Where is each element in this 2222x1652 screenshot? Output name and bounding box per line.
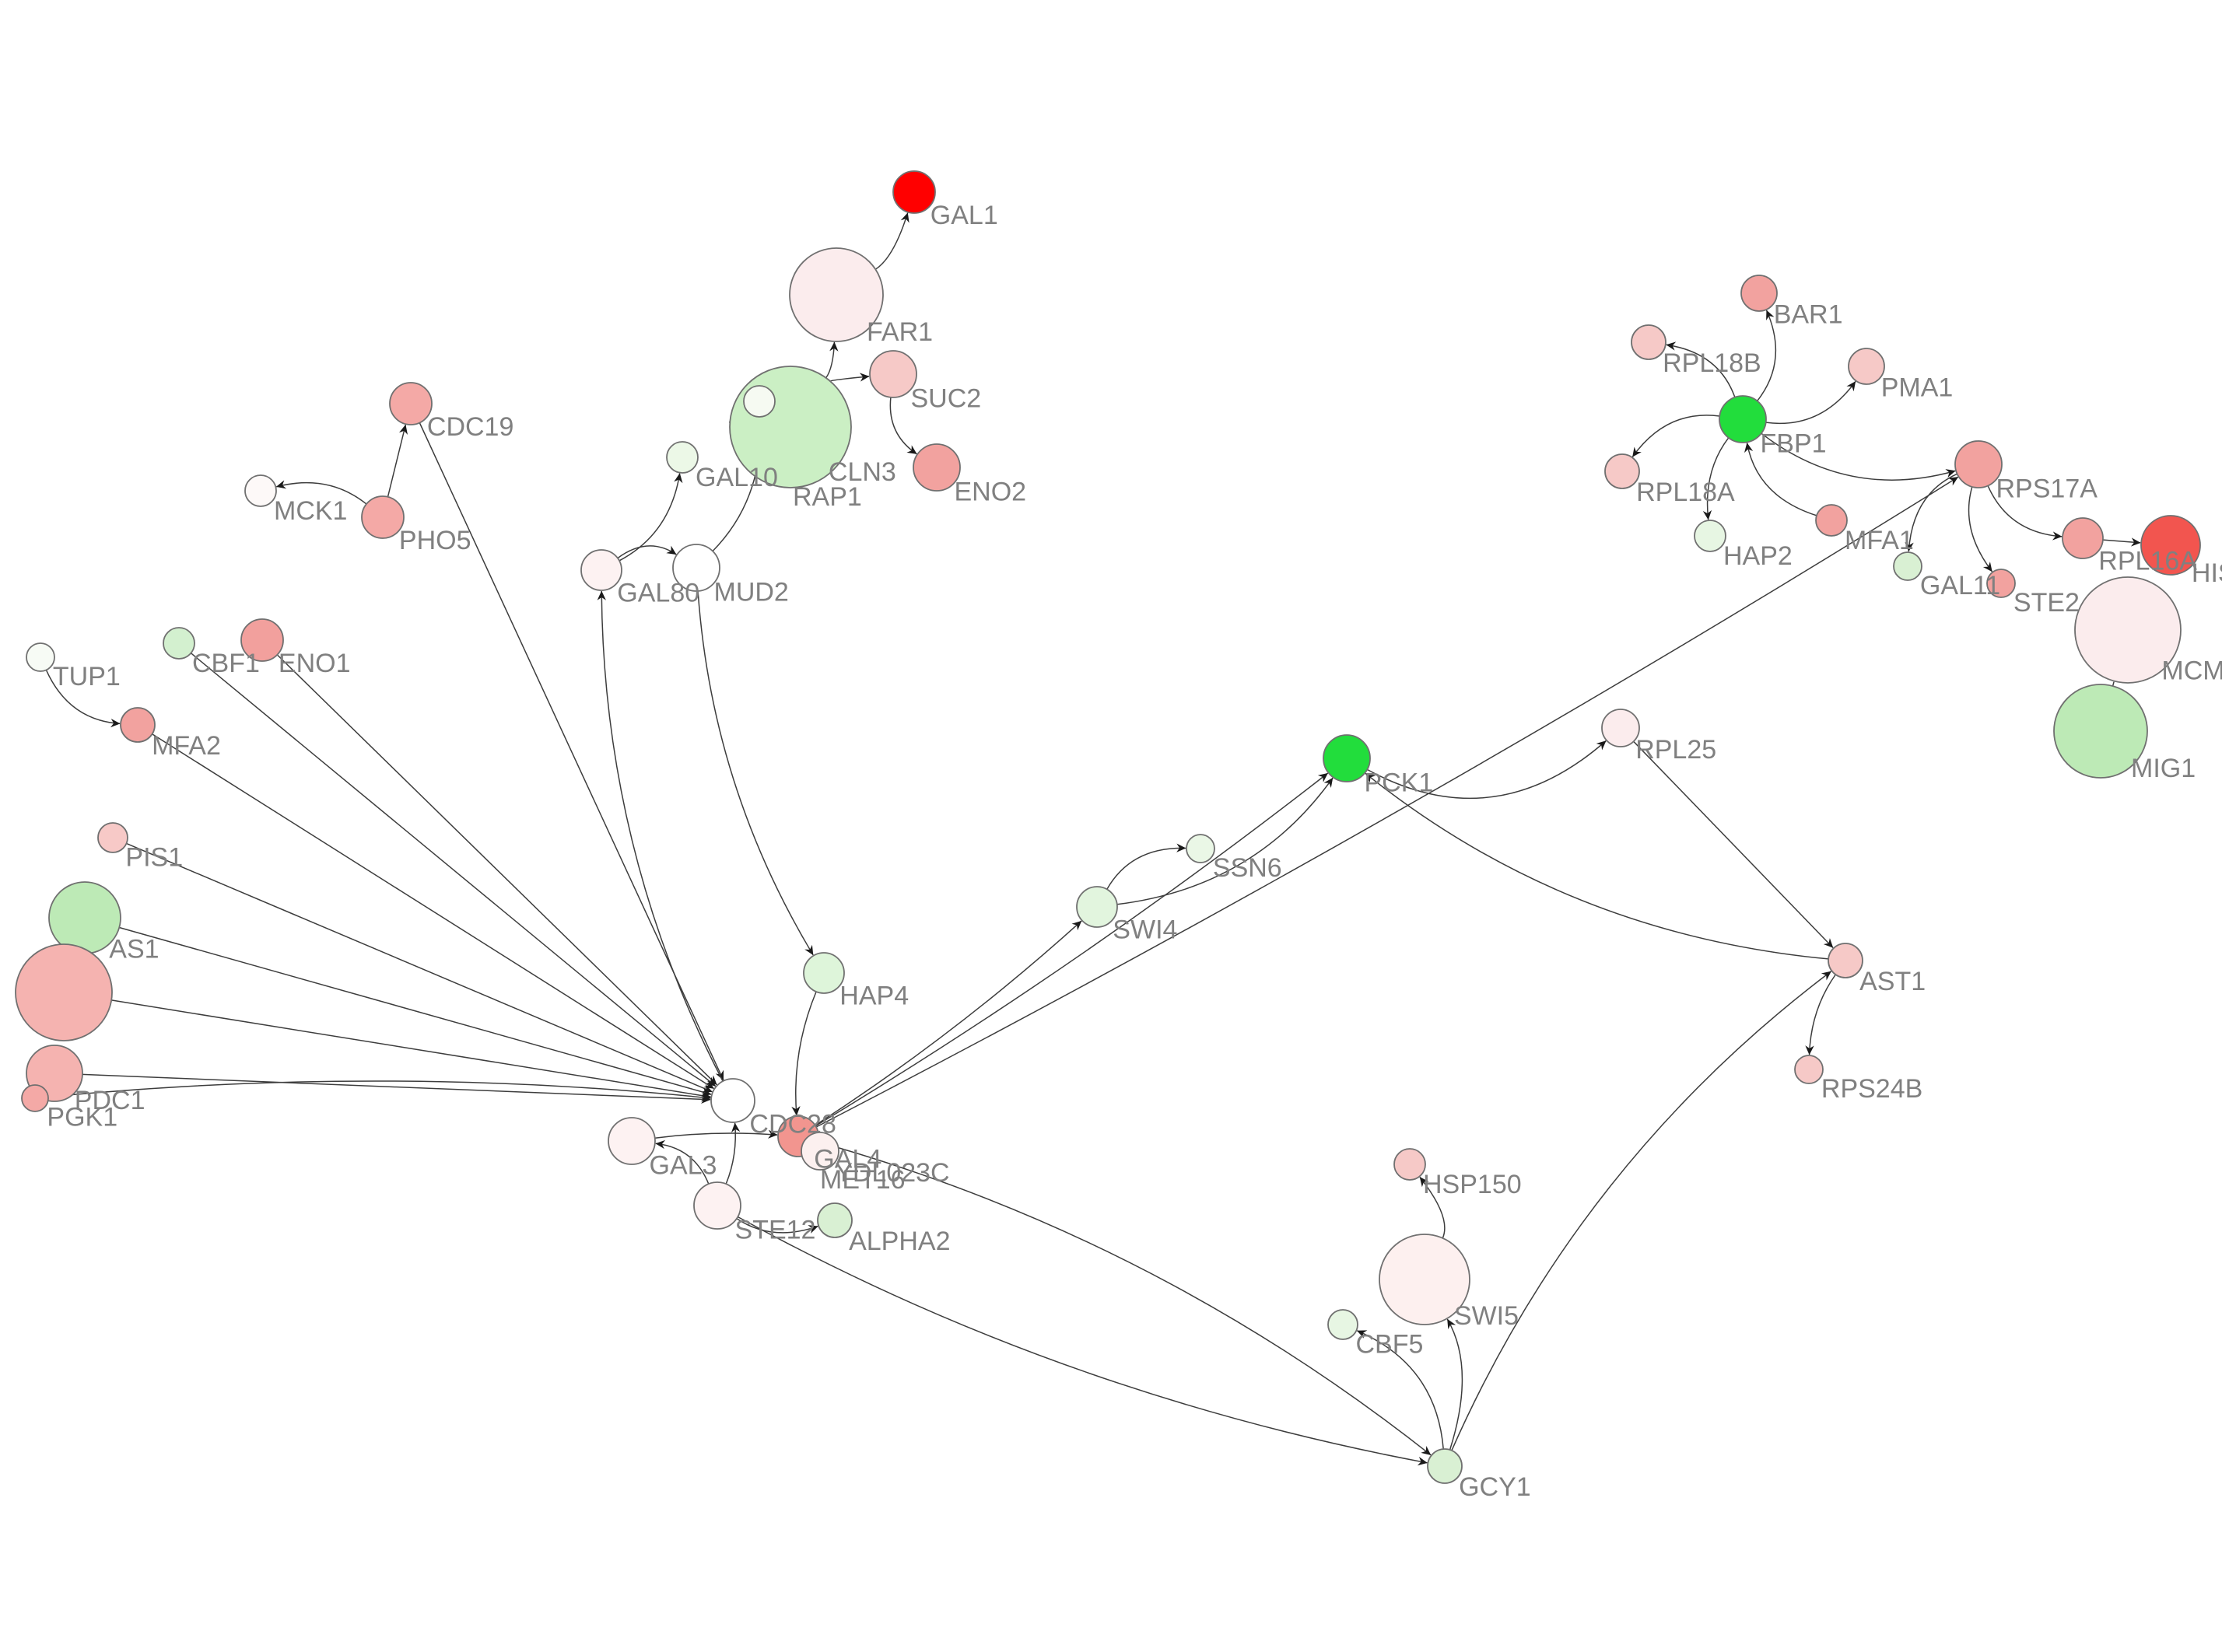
svg-text:BAR1: BAR1 — [1774, 300, 1843, 330]
svg-text:FBP1: FBP1 — [1761, 429, 1827, 459]
svg-text:PHO5: PHO5 — [399, 526, 471, 555]
svg-text:TUP1: TUP1 — [53, 662, 121, 691]
svg-text:RPL16A: RPL16A — [2098, 546, 2197, 576]
svg-text:HIS4: HIS4 — [2192, 558, 2222, 588]
svg-text:FAR1: FAR1 — [867, 317, 933, 347]
svg-text:MET16: MET16 — [820, 1165, 906, 1195]
svg-text:PIS1: PIS1 — [125, 843, 183, 873]
svg-text:RPS24B: RPS24B — [1821, 1074, 1922, 1104]
svg-text:SWI5: SWI5 — [1454, 1301, 1519, 1331]
svg-text:MUD2: MUD2 — [714, 578, 789, 607]
svg-text:MFA2: MFA2 — [152, 731, 221, 761]
svg-text:HAP2: HAP2 — [1723, 541, 1793, 571]
svg-text:PCK1: PCK1 — [1365, 768, 1434, 798]
svg-text:PMA1: PMA1 — [1881, 373, 1954, 403]
svg-text:RPL25: RPL25 — [1635, 735, 1716, 765]
svg-text:RPS17A: RPS17A — [1996, 474, 2098, 504]
svg-text:RPL18A: RPL18A — [1636, 478, 1735, 507]
svg-text:MIG1: MIG1 — [2131, 754, 2196, 783]
svg-text:GAL10: GAL10 — [696, 463, 778, 492]
svg-text:GAL1: GAL1 — [931, 201, 998, 230]
svg-text:AS1: AS1 — [109, 934, 159, 964]
svg-text:RPL18B: RPL18B — [1663, 348, 1761, 378]
svg-text:AST1: AST1 — [1859, 967, 1926, 996]
svg-text:GAL80: GAL80 — [617, 578, 699, 607]
svg-text:ENO1: ENO1 — [279, 649, 351, 678]
svg-text:GCY1: GCY1 — [1459, 1472, 1531, 1502]
svg-text:HSP150: HSP150 — [1423, 1170, 1522, 1199]
svg-text:PGK1: PGK1 — [47, 1102, 117, 1132]
svg-text:GAL11: GAL11 — [1920, 571, 2000, 600]
svg-text:CBF5: CBF5 — [1356, 1330, 1424, 1360]
svg-text:ENO2: ENO2 — [955, 478, 1027, 507]
svg-text:CDC19: CDC19 — [427, 412, 513, 442]
svg-text:STE12: STE12 — [735, 1216, 816, 1245]
svg-text:CBF1: CBF1 — [192, 649, 260, 678]
svg-text:MCM1: MCM1 — [2161, 656, 2222, 685]
svg-text:MFA1: MFA1 — [1845, 526, 1914, 555]
svg-text:STE2: STE2 — [2013, 588, 2080, 618]
svg-text:MCK1: MCK1 — [274, 496, 347, 526]
svg-text:SUC2: SUC2 — [911, 384, 982, 414]
svg-text:GAL3: GAL3 — [650, 1151, 717, 1181]
svg-text:RAP1: RAP1 — [793, 482, 862, 512]
svg-text:ALPHA2: ALPHA2 — [849, 1227, 950, 1256]
svg-text:SSN6: SSN6 — [1213, 853, 1282, 883]
svg-text:CDC28: CDC28 — [749, 1109, 836, 1139]
svg-text:HAP4: HAP4 — [839, 981, 909, 1010]
svg-text:SWI4: SWI4 — [1113, 915, 1177, 944]
